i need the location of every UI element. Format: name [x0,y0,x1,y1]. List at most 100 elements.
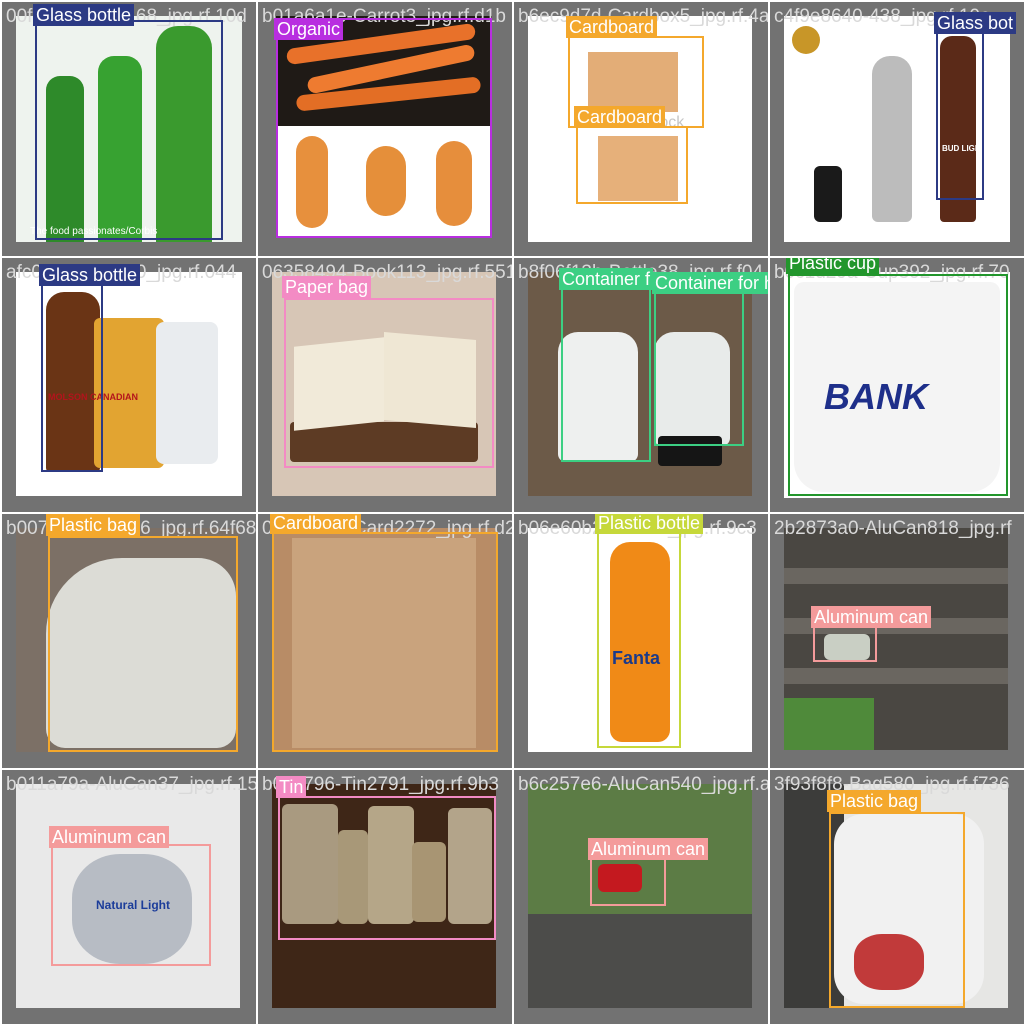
tile-image [528,784,752,1008]
tile[interactable]: BUD LIGHT c4f9e8640-438_jpg.rf.10e Glass… [770,2,1024,256]
can-shape [598,864,642,892]
label-container: Container f [559,268,654,290]
image-label-text: Natural Light [96,898,170,912]
tile[interactable]: 2b2873a0-AluCan818_jpg.rf Aluminum can [770,514,1024,768]
label-plastic-bottle: Plastic bottle [595,514,704,534]
beer-glass [94,318,164,468]
bbox-aluminum-can [813,626,877,662]
tile-image [272,784,496,1008]
image-label-text: Fanta [612,648,661,668]
label-organic: Organic [274,18,344,40]
bbox-container [561,288,651,462]
label-plastic-bag: Plastic bag [46,514,141,536]
tile[interactable]: 063bde3d-Card2272_jpg.rf.d2e Cardboard [258,514,512,768]
tile-image: The food passionates/Corbis [16,16,242,242]
tin-can [338,830,368,924]
bbox-cardboard [272,532,498,752]
tile-image [784,784,1008,1008]
label-cardboard: Cardboard [566,16,658,38]
bbox-cardboard [576,126,688,204]
tin-can [448,808,492,924]
tile-image: MOLSON CANADIAN [16,272,242,496]
tile[interactable]: shutterstock b6ec9d7d-Cardbox5_jpg.rf.4a… [514,2,768,256]
beer-bottle [940,36,976,222]
beer-can [156,322,218,464]
bottle-shape [46,76,84,242]
tile[interactable]: BANK b0c1d29a-Cup392_jpg.rf.70 Plastic c… [770,258,1024,512]
label-glass-bottle: Glass bottle [39,264,141,286]
tile-filename: b011a79a-AluCan37_jpg.rf.15 [6,774,256,795]
tile-image: shutterstock [528,16,752,242]
bbox-tin [278,796,496,940]
black-cap [658,436,722,466]
bbox-aluminum-can [51,844,211,966]
tile-image [276,16,492,238]
steel-bottle [872,56,912,222]
plastic-bottle [654,332,730,446]
bbox-plastic-bottle [597,532,681,748]
bbox-container [654,290,744,446]
tile-image: BANK [784,272,1010,498]
crushed-can [72,854,192,964]
tile[interactable]: b0c3796-Tin2791_jpg.rf.9b3 Tin [258,770,512,1024]
tile-filename: 2b2873a0-AluCan818_jpg.rf [774,518,1012,539]
beer-bottle [46,292,100,472]
deck-area [528,914,752,1008]
tile-image [272,528,496,752]
bottle-shape [156,26,212,242]
tile[interactable]: MOLSON CANADIAN afc0f4e0-Beer50_jpg.rf.0… [2,258,256,512]
cardboard-panel [292,538,476,748]
label-glass-bottle: Glass bot [934,12,1017,34]
bbox-glass-bottle [936,28,984,200]
book-base [290,422,478,462]
image-watermark: The food passionates/Corbis [30,226,158,237]
box-shape [588,52,678,112]
tile[interactable]: b007c4a2-Bag56_jpg.rf.64f68 Plastic bag [2,514,256,768]
label-aluminum-can: Aluminum can [811,606,932,628]
bbox-plastic-bag [829,812,965,1008]
fanta-bottle [610,542,670,742]
bbox-organic [276,18,492,238]
label-aluminum-can: Aluminum can [49,826,170,848]
box-shape [598,136,678,201]
bbox-paper-bag [284,298,494,468]
tile-filename: b6c257e6-AluCan540_jpg.rf.a6 [518,774,768,795]
tile[interactable]: 06358494-Book113_jpg.rf.551 Paper bag [258,258,512,512]
image-label-text: BUD LIGHT [942,144,986,153]
badge-shape [792,26,820,54]
tile[interactable]: Natural Light b011a79a-AluCan37_jpg.rf.1… [2,770,256,1024]
can-shape [824,634,870,660]
bbox-aluminum-can [590,856,666,906]
grass-patch [784,698,874,750]
bbox-plastic-bag [48,536,238,752]
label-container: Container for household chemicals [652,272,768,294]
tile-image: BUD LIGHT [784,16,1010,242]
deck-board [784,568,1008,584]
tile-image [16,528,240,752]
tile[interactable]: b8f06f13b-Bottle38_jpg.rf.f04 Container … [514,258,768,512]
tile[interactable]: Fanta b06e60b2-Fanta7_jpg.rf.9c3 Plastic… [514,514,768,768]
bag-pile [46,558,236,748]
plastic-bottle [558,332,638,462]
label-cardboard: Cardboard [574,106,666,128]
tile-filename: 3f93f8f8-Bag580_jpg.rf.f736 [774,774,1010,795]
cup-shape [794,282,1000,492]
tile[interactable]: b01a6a1e-Carrot3_jpg.rf.d1b Organic [258,2,512,256]
carrot-shape [436,141,472,226]
label-tin: Tin [276,776,307,798]
tin-can [412,842,446,922]
tile-image: Natural Light [16,784,240,1008]
label-aluminum-can: Aluminum can [588,838,709,860]
tile[interactable]: The food passionates/Corbis 00f3cfd7-Bee… [2,2,256,256]
tile[interactable]: 3f93f8f8-Bag580_jpg.rf.f736 Plastic bag [770,770,1024,1024]
fruit-shape [854,934,924,990]
carrot-shape [296,136,328,228]
tile[interactable]: b6c257e6-AluCan540_jpg.rf.a6 Aluminum ca… [514,770,768,1024]
label-cardboard: Cardboard [270,514,362,534]
tile-image [528,272,752,496]
label-plastic-cup: Plastic cup [786,258,880,274]
tin-can [368,806,414,924]
bbox-glass-bottle [35,20,223,240]
bottle-shape [98,56,142,242]
label-glass-bottle: Glass bottle [33,4,135,26]
